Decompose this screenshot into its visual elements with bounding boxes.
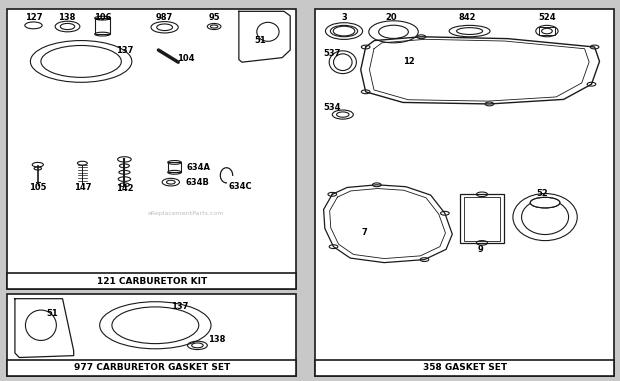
Text: 842: 842 xyxy=(459,13,477,22)
Text: 138: 138 xyxy=(208,335,226,344)
Text: 7: 7 xyxy=(361,228,367,237)
Text: 51: 51 xyxy=(255,36,267,45)
Text: 104: 104 xyxy=(177,54,195,63)
Text: eReplacementParts.com: eReplacementParts.com xyxy=(148,211,224,216)
Bar xyxy=(464,197,500,241)
Ellipse shape xyxy=(530,197,560,208)
Bar xyxy=(7,9,296,289)
Text: 106: 106 xyxy=(94,13,112,22)
Bar xyxy=(459,194,504,243)
Text: 20: 20 xyxy=(386,13,397,22)
Text: 537: 537 xyxy=(324,49,341,58)
Bar xyxy=(315,360,614,376)
Text: 52: 52 xyxy=(536,189,548,198)
Text: 105: 105 xyxy=(29,183,46,192)
Text: 634A: 634A xyxy=(187,163,211,172)
Text: 95: 95 xyxy=(208,13,220,22)
Bar xyxy=(168,162,181,172)
Text: 138: 138 xyxy=(58,13,76,22)
Bar xyxy=(95,18,110,34)
Text: 121 CARBURETOR KIT: 121 CARBURETOR KIT xyxy=(97,277,206,286)
Text: 142: 142 xyxy=(115,184,133,194)
Text: 12: 12 xyxy=(403,57,415,66)
Text: 137: 137 xyxy=(171,302,188,311)
Text: 9: 9 xyxy=(477,245,483,254)
Bar xyxy=(539,27,555,35)
Text: 51: 51 xyxy=(46,309,58,319)
Text: 634B: 634B xyxy=(185,178,210,187)
Bar xyxy=(315,9,614,376)
Bar xyxy=(7,294,296,376)
Text: 987: 987 xyxy=(156,13,173,22)
Text: 534: 534 xyxy=(324,103,341,112)
Bar xyxy=(7,273,296,289)
Text: 147: 147 xyxy=(74,183,91,192)
Text: 977 CARBURETOR GASKET SET: 977 CARBURETOR GASKET SET xyxy=(74,363,230,372)
Text: 3: 3 xyxy=(341,13,347,22)
Text: 358 GASKET SET: 358 GASKET SET xyxy=(423,363,507,372)
Text: 127: 127 xyxy=(25,13,42,22)
Text: 634C: 634C xyxy=(229,182,252,191)
Text: 137: 137 xyxy=(116,46,133,54)
Text: 524: 524 xyxy=(538,13,556,22)
Bar xyxy=(7,360,296,376)
